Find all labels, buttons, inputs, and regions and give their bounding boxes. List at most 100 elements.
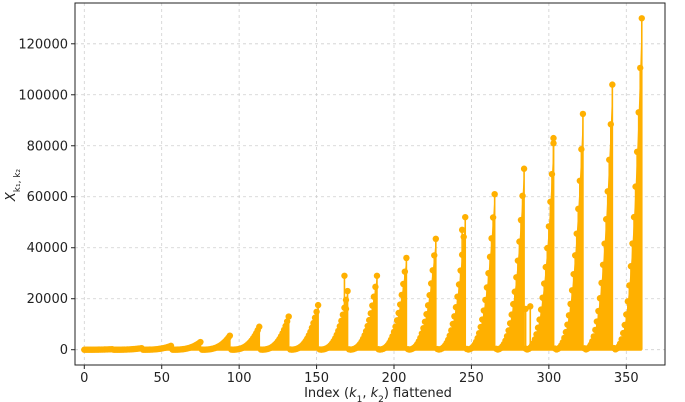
stem-marker — [550, 140, 557, 147]
stem-marker — [482, 296, 489, 304]
stem-group-fill — [496, 168, 525, 350]
stem-group-fill — [613, 18, 642, 350]
stem-marker — [562, 328, 570, 336]
stem-group-fill — [378, 257, 407, 350]
stem-marker — [418, 330, 426, 337]
stem-marker — [548, 170, 556, 178]
stem-marker — [457, 267, 464, 274]
stem-marker — [393, 317, 401, 324]
stem-marker — [370, 293, 378, 300]
stem-marker — [398, 291, 405, 299]
stem-marker — [519, 192, 526, 200]
stem-marker — [513, 274, 520, 281]
stem-marker — [392, 323, 399, 330]
x-tick-label: 250 — [459, 371, 484, 386]
stem-marker — [452, 304, 460, 311]
x-axis: 0 50 100 150 200 250 300 350 — [80, 365, 639, 386]
stem-marker — [595, 307, 602, 315]
stem-marker — [480, 307, 488, 314]
stem-marker — [506, 320, 514, 327]
y-tick-label: 40000 — [27, 241, 68, 256]
stem-marker — [424, 302, 432, 309]
stem-marker — [527, 303, 534, 310]
stem-marker — [618, 336, 625, 343]
stem-marker — [362, 327, 370, 335]
stem-marker — [567, 300, 574, 308]
stem-marker — [366, 316, 373, 324]
x-tick-label: 0 — [80, 371, 88, 386]
stem-marker — [533, 331, 540, 338]
stem-marker — [589, 338, 596, 345]
stem-marker — [311, 314, 319, 321]
y-tick-label: 120000 — [18, 37, 68, 52]
stem-marker — [514, 257, 522, 264]
stem-marker — [565, 312, 573, 319]
stem-group-fill — [525, 143, 554, 350]
stem-marker — [396, 301, 404, 308]
plot-frame — [74, 2, 666, 366]
stem-marker — [590, 333, 597, 340]
stem-marker — [390, 328, 398, 336]
stem-marker — [536, 316, 543, 323]
stem-group-fill — [407, 238, 436, 350]
stem-marker — [474, 334, 481, 342]
stem-marker — [256, 323, 263, 330]
stem-marker — [531, 336, 539, 343]
stem-marker — [637, 64, 644, 72]
stem-group-fill — [290, 305, 319, 350]
stem-marker — [431, 252, 438, 259]
x-tick-label: 200 — [382, 371, 407, 386]
stem-marker — [460, 233, 467, 241]
stem-marker — [547, 198, 554, 205]
y-tick-label: 0 — [60, 343, 68, 358]
stem-marker — [542, 263, 549, 271]
stem-marker — [451, 313, 458, 320]
stem-marker — [488, 235, 495, 242]
stem-marker — [314, 301, 322, 309]
stem-marker — [609, 81, 616, 88]
stem-marker — [571, 252, 579, 259]
stem-marker — [570, 270, 577, 278]
stem-marker — [511, 288, 518, 295]
stem-marker — [483, 284, 491, 291]
stem-marker — [601, 240, 608, 247]
stem-marker — [564, 321, 571, 328]
stem-marker — [627, 263, 635, 270]
stem-marker — [579, 110, 587, 118]
stem-marker — [341, 272, 348, 279]
stem-marker — [561, 334, 568, 342]
stem-marker — [420, 324, 427, 332]
stem-marker — [517, 216, 525, 224]
stem-marker — [596, 295, 604, 302]
stem-marker — [458, 251, 466, 258]
stem-marker — [403, 254, 410, 262]
stem-marker — [455, 281, 463, 288]
stem-marker — [479, 316, 486, 323]
x-tick-label: 50 — [153, 371, 170, 386]
stem-marker — [545, 223, 553, 230]
stem-marker — [285, 313, 292, 320]
stem-marker — [475, 329, 483, 337]
stem-marker — [426, 291, 433, 299]
stem-marker — [486, 253, 494, 261]
x-axis-label: Index (k1, k2) flattened — [304, 386, 452, 402]
stem-group-fill — [437, 217, 466, 350]
stem-group-fill — [555, 113, 583, 350]
stem-marker — [629, 240, 636, 247]
stem-marker — [338, 317, 345, 325]
stem-marker — [367, 310, 374, 317]
stem-marker — [197, 338, 204, 346]
stem-marker — [339, 311, 347, 318]
stem-marker — [491, 190, 498, 198]
stem-marker — [624, 298, 632, 305]
stem-marker — [568, 287, 576, 294]
y-tick-label: 80000 — [27, 139, 68, 154]
stem-marker — [626, 282, 633, 289]
stem-marker — [508, 311, 515, 318]
stem-marker — [638, 15, 645, 22]
stem-marker — [421, 318, 429, 325]
stem-marker — [635, 109, 642, 116]
stem-marker — [373, 272, 381, 279]
stem-marker — [432, 235, 440, 243]
stem-marker — [423, 310, 430, 318]
